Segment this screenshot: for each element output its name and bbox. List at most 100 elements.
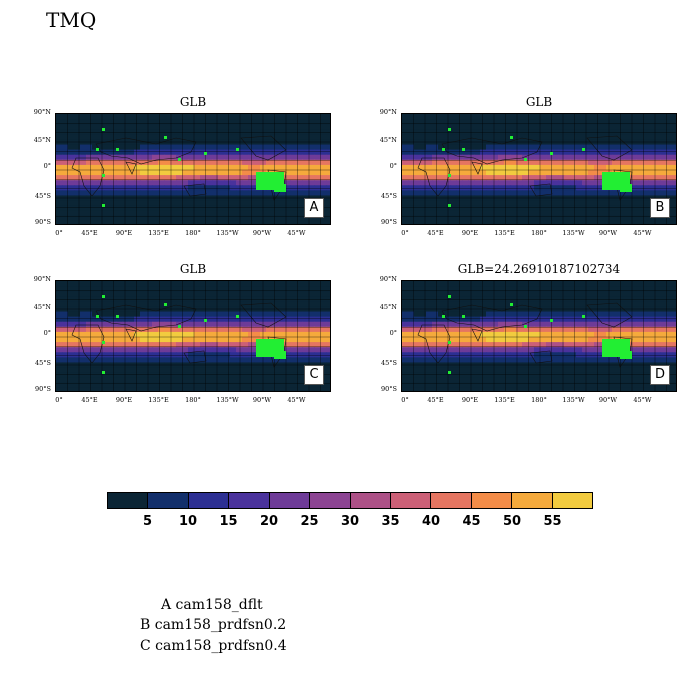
heatmap-cell [56,164,63,171]
x-tick-label: 90°E [461,229,479,237]
heatmap-cell [164,149,171,156]
heatmap-cell [326,367,330,374]
heatmap-cell [612,124,619,130]
heatmap-cell [588,215,595,222]
heatmap-cell [302,149,309,156]
heatmap-cell [218,114,225,120]
heatmap-cell [582,134,589,141]
heatmap-cell [420,337,427,343]
heatmap-cell [552,114,559,120]
heatmap-cell [206,119,213,125]
heatmap-cell [302,296,309,302]
heatmap-cell [492,170,499,176]
heatmap-cell [266,286,273,292]
heatmap-cell [326,342,330,348]
heatmap-cell [272,149,279,156]
heatmap-cell [116,352,123,358]
heatmap-cell [104,144,111,151]
heatmap-cell [480,149,487,156]
heatmap-cell [408,210,415,217]
heatmap-cell [654,175,661,181]
heatmap-cell [498,134,505,141]
heatmap-cell [62,124,69,130]
heatmap-cell [474,311,481,318]
heatmap-cell [630,185,637,191]
heatmap-cell [486,139,493,146]
heatmap-cell [474,306,481,313]
heatmap-cell [492,114,499,120]
heatmap-cell [218,159,225,166]
heatmap-cell [74,185,81,191]
heatmap-cell [648,296,655,302]
heatmap-cell [224,301,231,308]
heatmap-cell [206,382,213,389]
heatmap-cell [546,159,553,166]
heatmap-cell [98,170,105,176]
heatmap-cell [516,185,523,191]
heatmap-cell [80,134,87,141]
heatmap-cell [308,185,315,191]
heatmap-cell [606,114,613,120]
heatmap-cell [92,352,99,358]
heatmap-cell [290,286,297,292]
heatmap-cell [546,337,553,343]
heatmap-cell [290,347,297,353]
heatmap-cell [80,139,87,146]
heatmap-cell [636,154,643,161]
heatmap-cell [570,215,577,222]
heatmap-cell [104,190,111,197]
heatmap-cell [152,134,159,141]
heatmap-cell [116,164,123,171]
heatmap-cell [62,357,69,364]
coastline [441,137,543,165]
heatmap-cell [630,164,637,171]
heatmap-cell [468,124,475,130]
heatmap-cell [600,124,607,130]
heatmap-cell [468,296,475,302]
heatmap-cell [284,139,291,146]
heatmap-cell [414,311,421,318]
heatmap-cell [444,170,451,176]
heatmap-cell [438,164,445,171]
heatmap-cell [236,144,243,151]
heatmap-cell [86,210,93,217]
heatmap-cell [74,316,81,323]
heatmap-cell [642,215,649,222]
heatmap-cell [414,134,421,141]
heatmap-cell [218,301,225,308]
heatmap-cell [438,377,445,384]
heatmap-cell [290,321,297,328]
heatmap-cell [546,306,553,313]
heatmap-cell [516,377,523,384]
heatmap-cell [134,301,141,308]
heatmap-cell [618,205,625,212]
heatmap-cell [206,205,213,212]
heatmap-cell [164,372,171,379]
heatmap-cell [56,296,63,302]
heatmap-cell [290,306,297,313]
heatmap-cell [284,159,291,166]
heatmap-cell [606,357,613,364]
heatmap-cell [462,286,469,292]
heatmap-cell [648,134,655,141]
heatmap-cell [272,331,279,338]
heatmap-cell [612,377,619,384]
heatmap-cell [128,352,135,358]
heatmap-cell [648,164,655,171]
heatmap-cell [158,210,165,217]
heatmap-cell [158,347,165,353]
heatmap-cell [576,387,583,391]
heatmap-cell [260,357,267,364]
heatmap-cell [414,352,421,358]
heatmap-cell [74,362,81,369]
heatmap-cell [606,326,613,333]
heatmap-cell [654,281,661,287]
heatmap-cell [266,139,273,146]
heatmap-cell [134,190,141,197]
heatmap-cell [642,311,649,318]
heatmap-cell [230,144,237,151]
heatmap-cell [516,205,523,212]
heatmap-cell [486,377,493,384]
heatmap-cell [570,159,577,166]
heatmap-cell [272,306,279,313]
